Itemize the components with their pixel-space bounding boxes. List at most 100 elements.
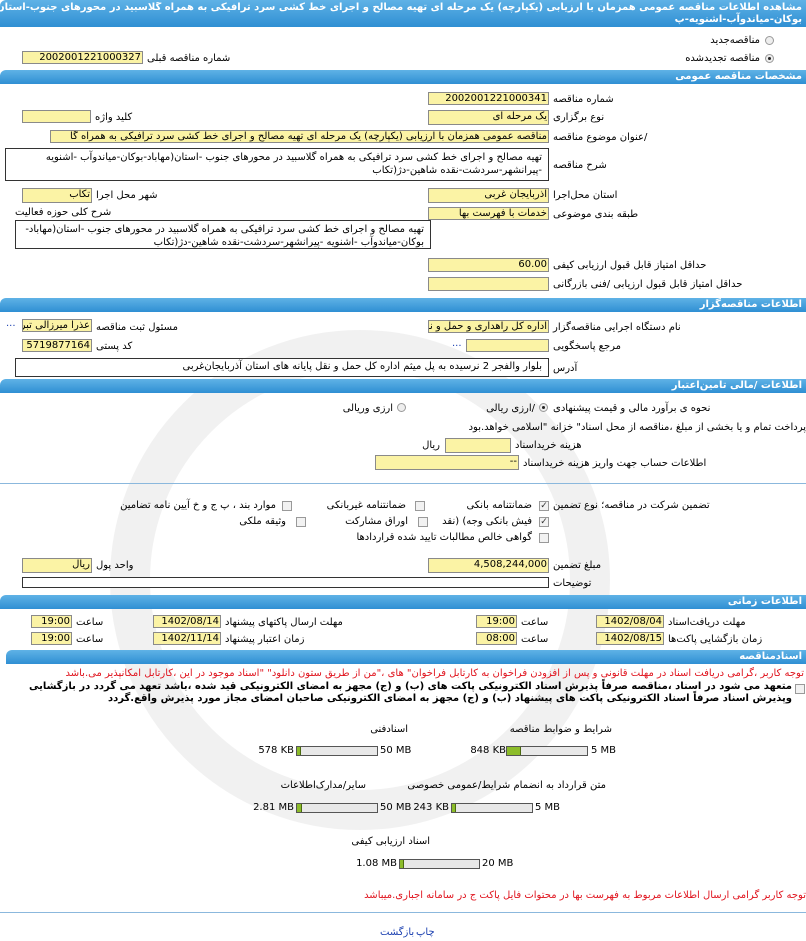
label-renewed-tender: مناقصه تجدیدشده [685,53,760,64]
divider [0,912,806,913]
label-validity: زمان اعتبار پیشنهاد [225,634,305,645]
address-box: بلوار والفجر 2 نرسیده به پل میثم اداره ک… [15,358,549,377]
file-size: 243 KB [413,802,449,813]
file-max-size: 50 MB [380,802,412,813]
file-progress-bar [296,803,378,813]
checkbox-property-collateral[interactable] [296,517,306,527]
checkbox-bank-receipt[interactable]: ✓ [539,517,549,527]
label-prev-number: شماره مناقصه قبلی [147,53,231,64]
reference-more-button[interactable]: ... [452,338,462,349]
min-quality-field[interactable]: 60.00 [428,258,549,272]
file-size: 578 KB [258,745,294,756]
file-max-size: 5 MB [591,745,617,756]
radio-rial[interactable] [539,403,548,412]
label-fx-rial: ارزی وریالی [342,403,393,414]
checkbox-nonbank-guarantee[interactable] [415,501,425,511]
submit-deadline-time[interactable]: 19:00 [31,615,72,628]
label-min-tech: حداقل امتیاز قابل قبول ارزیابی /فنی بازر… [553,279,743,290]
commit-text: متعهد می شود در اسناد ،مناقصه صرفاً پذیر… [28,681,792,704]
postal-code-field[interactable]: 5719877164 [22,339,92,352]
file-size: 1.08 MB [356,858,397,869]
registrar-more-button[interactable]: ... [6,318,16,329]
subject-field[interactable]: مناقصه عمومی همزمان با ارزیابی (یکپارچه)… [50,130,549,143]
checkbox-receivables-cert[interactable] [539,533,549,543]
radio-fx-rial[interactable] [397,403,406,412]
label-postal-code: کد پستی [96,341,133,352]
file-max-size: 50 MB [380,745,412,756]
label-bank-guarantee: ضمانتنامه بانکی [466,500,532,511]
city-field[interactable]: تکاب [22,188,92,203]
doc-fee-unit: ریال [422,440,440,451]
file-progress-bar [506,746,588,756]
validity-time[interactable]: 19:00 [31,632,72,645]
section-timing: اطلاعات زمانی [0,595,806,609]
prev-number-field[interactable]: 2002001221000327 [22,51,143,64]
reference-field[interactable] [466,339,549,352]
keyword-field[interactable] [22,110,91,123]
activity-box: تهیه مصالح و اجرای خط کشی سرد ترافیکی به… [15,220,431,249]
tender-number-field[interactable]: 2002001221000341 [428,92,549,105]
guarantee-amount-field[interactable]: 4,508,244,000 [428,558,549,573]
label-description: شرح مناقصه [553,160,607,171]
label-category: طبقه بندی موضوعی [553,209,639,220]
file-max-size: 5 MB [535,802,561,813]
commit-text-block: متعهد می شود در اسناد ،مناقصه صرفاً پذیر… [2,681,792,705]
file-label-quality: اسناد ارزیابی کیفی [351,836,430,847]
file-progress-bar [451,803,533,813]
min-tech-field[interactable] [428,277,549,291]
submit-deadline-date[interactable]: 1402/08/14 [153,615,221,628]
section-documents: اسنادمناقصه [6,650,806,664]
file-label-conditions: شرایط و ضوابط مناقصه [509,724,612,735]
section-general: مشخصات مناقصه عمومی [0,70,806,84]
province-field[interactable]: آذربایجان غربی [428,188,549,203]
label-organization: نام دستگاه اجرایی مناقصه‌گزار [553,322,681,333]
label-other-items: موارد بند ، پ ج و خ آیین نامه تضامین [120,500,276,511]
section-finance: اطلاعات /مالی تامین‌اعتبار [0,379,806,393]
label-reference: مرجع پاسخگویی [553,341,622,352]
checkbox-bonds[interactable] [418,517,428,527]
file-size: 2.81 MB [253,802,294,813]
currency-field[interactable]: ریال [22,558,92,573]
radio-renewed-tender[interactable] [765,54,774,63]
label-registrar: مسئول ثبت مناقصه [96,322,178,333]
doc-deadline-date[interactable]: 1402/08/04 [596,615,664,628]
checkbox-bank-guarantee[interactable]: ✓ [539,501,549,511]
label-guarantee-amount: مبلغ تضمین [553,560,602,571]
label-bank-receipt: فیش بانکی وجه) (نقد [442,516,532,527]
checkbox-other-items[interactable] [282,501,292,511]
label-notes: توضیحات [553,578,592,589]
back-link[interactable]: بازگشت [380,927,415,938]
label-time: ساعت [76,634,104,645]
opening-date[interactable]: 1402/08/15 [596,632,664,645]
label-new-tender: مناقصه‌جدید [710,35,760,46]
registrar-field[interactable]: عذرا میرزالی تبریزی [22,319,92,332]
label-estimate: نحوه ی برآورد مالی و قیمت پیشنهادی [553,403,711,414]
payment-note: پرداخت تمام و یا بخشی از مبلغ ،مناقصه از… [468,422,806,433]
label-tender-number: شماره مناقصه [553,94,614,105]
label-currency: واحد پول [96,560,134,571]
label-subject: /عنوان موضوع مناقصه [553,132,648,143]
opening-time[interactable]: 08:00 [476,632,517,645]
file-progress-bar [399,859,480,869]
organization-field[interactable]: اداره کل راهداری و حمل و نق [428,320,549,333]
label-time: ساعت [76,617,104,628]
download-notice: توجه کاربر ،گرامی دریافت اسناد در مهلت ق… [65,668,805,679]
radio-new-tender[interactable] [765,36,774,45]
price-list-notice: توجه کاربر گرامی ارسال اطلاعات مربوط به … [364,890,806,901]
page-title-cont: بوکان-میاندوآب-اشنویه-پ [674,14,802,25]
holding-type-field[interactable]: یک مرحله ای [428,110,549,125]
account-field[interactable]: -- [375,455,519,470]
label-bonds: اوراق مشارکت [345,516,408,527]
validity-date[interactable]: 1402/11/14 [153,632,221,645]
label-nonbank-guarantee: ضمانتنامه غیربانکی [326,500,406,511]
checkbox-commit[interactable] [795,684,805,694]
doc-fee-field[interactable] [445,438,511,453]
label-time: ساعت [521,617,549,628]
label-activity: شرح کلی حوزه فعالیت [15,207,112,218]
label-account: اطلاعات حساب جهت واریز هزینه خریداسناد [523,458,707,469]
commit-text-cont: اسناد صرفاً اسناد الکترونیکی پاکت های پی… [108,693,749,704]
print-link[interactable]: چاپ [416,927,435,938]
label-receivables-cert: گواهی خالص مطالبات تایید شده قراردادها [356,532,532,543]
category-field[interactable]: خدمات با فهرست بها [428,207,549,220]
doc-deadline-time[interactable]: 19:00 [476,615,517,628]
